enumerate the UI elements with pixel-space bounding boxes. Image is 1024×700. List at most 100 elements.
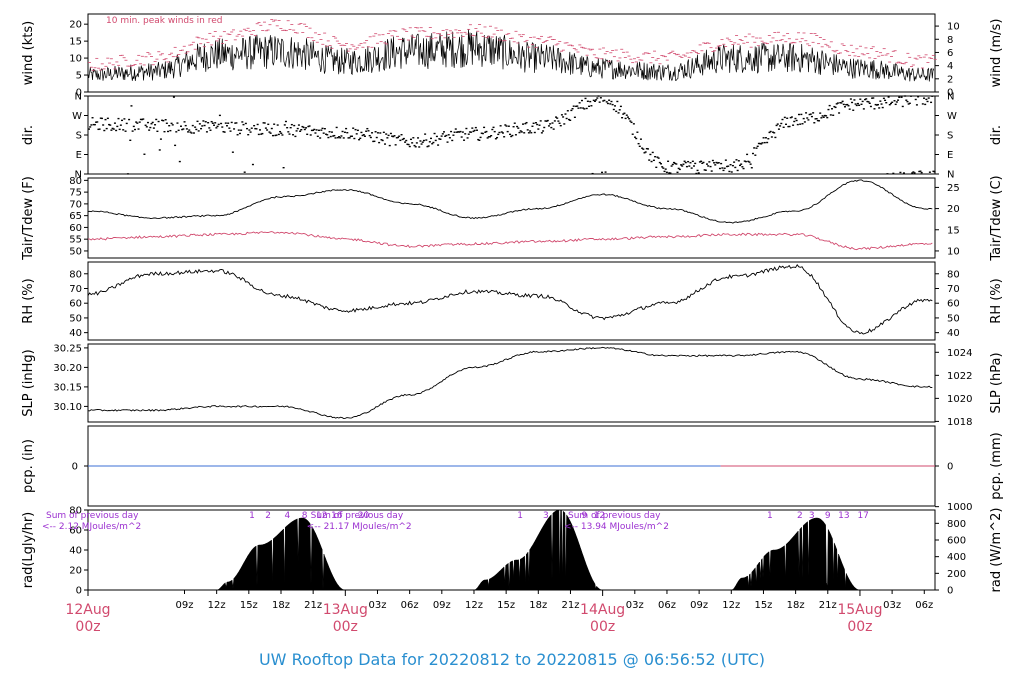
ytick-label-left: 50 <box>69 313 82 324</box>
xtick-label: 03z <box>626 600 644 611</box>
xtick-label: 03z <box>368 600 386 611</box>
ylabel-right: wind (m/s) <box>989 19 1004 88</box>
daily-sum-title: Sum of previous day <box>311 511 404 521</box>
ylabel-left: wind (kts) <box>21 21 36 85</box>
ylabel-right: SLP (hPa) <box>989 352 1004 413</box>
xtick-label: 15z <box>497 600 515 611</box>
ytick-label-left: 60 <box>69 299 82 310</box>
day-label-time: 00z <box>75 619 100 635</box>
ytick-label-right: 70 <box>947 284 960 295</box>
ytick-label-left: N <box>75 92 82 103</box>
day-label-time: 00z <box>590 619 615 635</box>
footer-title: UW Rooftop Data for 20220812 to 20220815… <box>259 650 765 669</box>
xtick-label: 15z <box>754 600 772 611</box>
xtick-label: 21z <box>304 600 322 611</box>
hour-label: 16 <box>331 511 343 521</box>
ytick-label-right: 200 <box>947 569 966 580</box>
ytick-label-right: 80 <box>947 269 960 280</box>
panel-frame-2 <box>87 177 936 259</box>
xtick-label: 12z <box>208 600 226 611</box>
ylabel-left: RH (%) <box>21 278 36 323</box>
daily-sum-value: <-- 2.12 MJoules/m^2 <box>42 522 141 532</box>
ytick-label-right: 20 <box>947 204 960 215</box>
ytick-label-left: 40 <box>69 328 82 339</box>
daily-sum-value: <-- 13.94 MJoules/m^2 <box>564 522 669 532</box>
ytick-label-left: 80 <box>69 269 82 280</box>
rh-line <box>87 264 933 335</box>
ytick-label-left: 30.20 <box>53 363 82 374</box>
ytick-label-right: 1020 <box>947 394 972 405</box>
ytick-label-right: N <box>947 92 954 103</box>
ylabel-right: rad (W/m^2) <box>989 508 1004 593</box>
wind-speed-line <box>87 29 935 82</box>
hour-label: 12 <box>594 511 605 521</box>
panel-frame-0 <box>87 13 936 93</box>
day-label-date: 15Aug <box>837 602 882 618</box>
ylabel-right: RH (%) <box>989 278 1004 323</box>
ytick-label-left: S <box>76 131 82 142</box>
ytick-label-right: 0 <box>947 586 953 597</box>
ytick-label-left: 30.10 <box>53 402 82 413</box>
ylabel-left: pcp. (in) <box>21 439 36 493</box>
day-label-date: 14Aug <box>580 602 625 618</box>
ytick-label-right: 2 <box>947 74 953 85</box>
hour-label: 9 <box>825 511 831 521</box>
ytick-label-right: 600 <box>947 536 966 547</box>
ylabel-left: dir. <box>21 125 36 145</box>
xtick-label: 12z <box>465 600 483 611</box>
hour-label: 2 <box>265 511 271 521</box>
ytick-label-right: 50 <box>947 313 960 324</box>
xtick-label: 06z <box>658 600 676 611</box>
xtick-label: 18z <box>272 600 290 611</box>
dewpoint-line <box>87 231 933 251</box>
hour-label: 17 <box>857 511 868 521</box>
xtick-label: 06z <box>915 600 933 611</box>
ytick-label-right: 1024 <box>947 348 972 359</box>
ytick-label-left: 60 <box>69 526 82 537</box>
ytick-label-right: 10 <box>947 246 960 257</box>
ytick-label-left: 30.15 <box>53 382 82 393</box>
wind-annotation: 10 min. peak winds in red <box>106 16 223 26</box>
ytick-label-right: N <box>947 170 954 181</box>
slp-line <box>87 346 933 419</box>
hour-label: 1 <box>249 511 255 521</box>
ytick-label-right: 400 <box>947 552 966 563</box>
ytick-label-left: 0 <box>76 586 82 597</box>
ylabel-right: dir. <box>989 125 1004 145</box>
ytick-label-left: W <box>72 111 82 122</box>
hour-label: 1 <box>517 511 523 521</box>
ytick-label-right: S <box>947 131 953 142</box>
ytick-label-left: E <box>76 150 82 161</box>
xtick-label: 09z <box>176 600 194 611</box>
ytick-label-right: 0 <box>947 462 953 473</box>
daily-sum-value: <-- 21.17 MJoules/m^2 <box>307 522 412 532</box>
ytick-label-right: 1022 <box>947 371 972 382</box>
day-label-date: 13Aug <box>323 602 368 618</box>
daily-sum-title: Sum of previous day <box>568 511 661 521</box>
ytick-label-right: 800 <box>947 519 966 530</box>
ytick-label-right: 40 <box>947 328 960 339</box>
ytick-label-right: 15 <box>947 225 960 236</box>
ytick-label-left: 65 <box>69 211 82 222</box>
hour-label: 4 <box>285 511 291 521</box>
hour-label: 12 <box>316 511 327 521</box>
ylabel-right: pcp. (mm) <box>989 432 1004 499</box>
ytick-label-left: N <box>75 170 82 181</box>
ytick-label-right: 25 <box>947 183 960 194</box>
xtick-label: 21z <box>561 600 579 611</box>
ytick-label-left: 70 <box>69 284 82 295</box>
ytick-label-right: 1018 <box>947 417 972 428</box>
ytick-label-right: W <box>947 111 957 122</box>
ytick-label-right: 60 <box>947 299 960 310</box>
ytick-label-right: 0 <box>947 88 953 99</box>
hour-label: 3 <box>809 511 815 521</box>
day-label-date: 12Aug <box>65 602 110 618</box>
ytick-label-left: 20 <box>69 20 82 31</box>
xtick-label: 09z <box>433 600 451 611</box>
ytick-label-right: 10 <box>947 22 960 33</box>
hour-label: 3 <box>543 511 549 521</box>
ytick-label-left: 15 <box>69 37 82 48</box>
hour-label: 1 <box>767 511 773 521</box>
xtick-label: 03z <box>883 600 901 611</box>
